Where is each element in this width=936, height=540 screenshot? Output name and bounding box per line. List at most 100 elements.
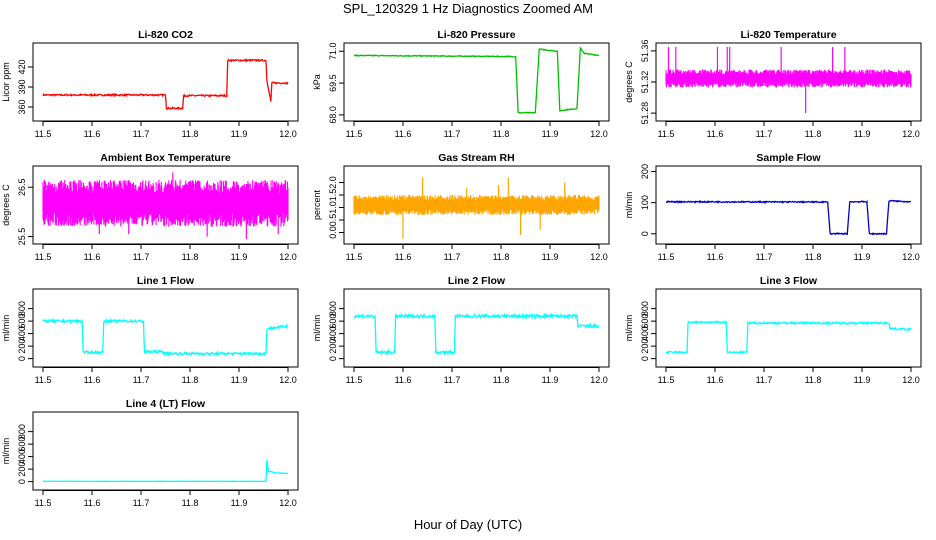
y-tick-label: 0 (640, 231, 650, 236)
y-tick-label: 0 (640, 356, 650, 361)
panel-title: Line 2 Flow (448, 275, 506, 287)
panel-3: Ambient Box Temperature degrees C 11.5 11.6… (1, 152, 299, 262)
panel-0: Li-820 CO2 Licor ppm 11.5 11.6 11.7 11.8 11.9 1… (1, 29, 299, 139)
x-tick-label: 11.7 (133, 375, 150, 385)
x-tick-label: 12.0 (902, 252, 920, 262)
x-tick-label: 12.0 (902, 375, 920, 385)
x-tick-label: 11.8 (182, 375, 199, 385)
x-tick-label: 11.6 (707, 129, 724, 139)
x-tick-label: 11.7 (133, 498, 150, 508)
series-group (353, 46, 600, 114)
x-tick-label: 11.9 (231, 375, 248, 385)
x-tick-label: 11.7 (444, 375, 461, 385)
x-tick-label: 11.8 (493, 129, 510, 139)
series-band (353, 195, 600, 215)
x-tick-label: 11.7 (133, 129, 150, 139)
y-axis-label: degrees C (624, 61, 634, 103)
plot-frame (32, 42, 299, 122)
x-tick-label: 12.0 (590, 129, 608, 139)
x-tick-label: 11.8 (182, 498, 199, 508)
x-tick-label: 11.9 (854, 252, 871, 262)
x-tick-label: 11.9 (542, 375, 559, 385)
x-tick-label: 11.9 (231, 129, 248, 139)
panel-4: Gas Stream RH percent 11.5 11.6 11.7 11.8 11.9… (312, 152, 610, 262)
y-tick-label: 0 (328, 356, 338, 361)
y-tick-label: 2.0 (328, 176, 338, 189)
series-line (42, 58, 289, 111)
x-tick-label: 12.0 (590, 375, 608, 385)
y-tick-label: 0 (17, 479, 27, 484)
y-axis-label: kPa (312, 74, 322, 90)
x-tick-label: 11.9 (854, 375, 871, 385)
y-tick-label: 0.5 (328, 214, 338, 227)
panel-title: Sample Flow (756, 152, 821, 164)
x-tick-label: 11.6 (395, 252, 412, 262)
x-tick-label: 11.7 (756, 252, 773, 262)
panel-title: Line 4 (LT) Flow (126, 398, 206, 410)
series-line (42, 317, 289, 358)
y-axis-label: ml/min (1, 438, 11, 465)
panel-title: Line 3 Flow (760, 275, 818, 287)
x-tick-label: 11.6 (84, 252, 101, 262)
x-tick-label: 11.7 (756, 129, 773, 139)
x-tick-label: 12.0 (279, 375, 297, 385)
y-axis-label: ml/min (312, 315, 322, 342)
x-tick-label: 11.5 (658, 375, 675, 385)
series-group (42, 58, 289, 111)
y-tick-label: 200 (17, 462, 27, 477)
y-axis-label: percent (312, 189, 322, 220)
x-tick-label: 11.6 (707, 252, 724, 262)
y-axis-label: ml/min (1, 315, 11, 342)
x-tick-label: 11.5 (658, 252, 675, 262)
x-tick-label: 11.6 (84, 375, 101, 385)
series-group (665, 319, 912, 355)
y-axis-label: Licor ppm (1, 62, 11, 102)
y-tick-label: 600 (17, 314, 27, 329)
y-tick-label: 200 (640, 339, 650, 354)
y-tick-label: 600 (328, 314, 338, 329)
x-tick-label: 12.0 (902, 129, 920, 139)
y-tick-label: 26.5 (17, 178, 27, 196)
x-tick-label: 11.6 (707, 375, 724, 385)
panel-title: Gas Stream RH (438, 152, 514, 164)
y-tick-label: 69.5 (328, 74, 338, 92)
x-tick-label: 11.6 (84, 129, 101, 139)
x-tick-label: 11.7 (444, 252, 461, 262)
x-tick-label: 11.6 (395, 375, 412, 385)
panel-title: Li-820 Pressure (437, 29, 515, 41)
plot-frame (32, 411, 299, 491)
y-axis-label: degrees C (1, 184, 11, 226)
panel-9: Line 4 (LT) Flow ml/min 11.5 11.6 11.7 11.8 11… (1, 398, 299, 508)
y-tick-label: 200 (17, 339, 27, 354)
x-tick-label: 11.7 (444, 129, 461, 139)
x-tick-label: 11.5 (35, 375, 52, 385)
x-tick-label: 11.5 (35, 252, 52, 262)
panel-6: Line 1 Flow ml/min 11.5 11.6 11.7 11.8 11.9 12.… (1, 275, 299, 385)
series-group (42, 172, 289, 240)
x-tick-label: 11.9 (231, 252, 248, 262)
x-tick-label: 12.0 (279, 252, 297, 262)
y-tick-label: 200 (328, 339, 338, 354)
y-tick-label: 400 (328, 326, 338, 341)
x-tick-label: 11.6 (84, 498, 101, 508)
x-tick-label: 11.5 (346, 375, 363, 385)
x-tick-label: 11.7 (756, 375, 773, 385)
y-tick-label: 360 (17, 99, 27, 114)
y-tick-label: 25.5 (17, 228, 27, 246)
y-tick-label: 800 (17, 301, 27, 316)
panel-title: Line 1 Flow (137, 275, 195, 287)
y-tick-label: 420 (17, 59, 27, 74)
y-tick-label: 51.32 (640, 71, 650, 94)
y-tick-label: 800 (328, 301, 338, 316)
series-group (42, 459, 289, 483)
x-tick-label: 11.8 (493, 375, 510, 385)
y-tick-label: 390 (17, 79, 27, 94)
x-tick-label: 11.5 (35, 498, 52, 508)
y-tick-label: 600 (640, 314, 650, 329)
y-tick-label: 51.28 (640, 102, 650, 125)
series-group (665, 199, 912, 236)
y-axis-label: ml/min (624, 315, 634, 342)
x-tick-label: 12.0 (279, 498, 297, 508)
y-tick-label: 400 (17, 326, 27, 341)
